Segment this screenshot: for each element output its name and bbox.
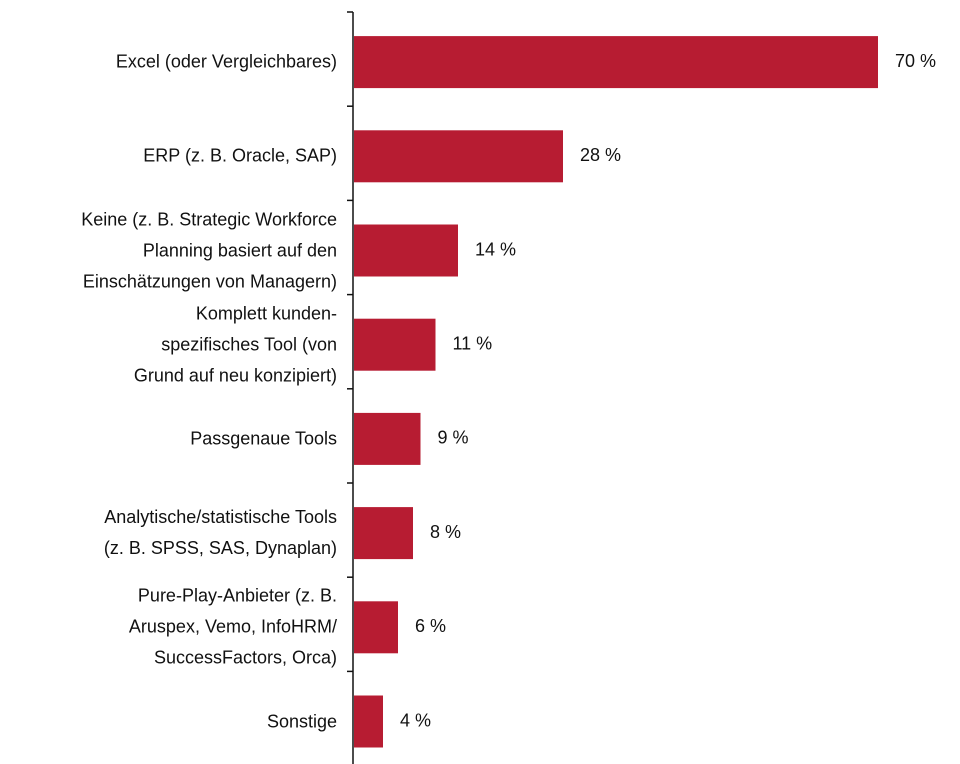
category-label: Keine (z. B. Strategic Workforce Plannin… — [81, 209, 337, 291]
category-label: Pure-Play-Anbieter (z. B. Aruspex, Vemo,… — [128, 585, 337, 668]
category-label: Sonstige — [266, 711, 337, 731]
bar — [354, 412, 421, 465]
value-label: 70 % — [895, 51, 936, 71]
bar — [354, 130, 563, 183]
bar — [354, 224, 458, 277]
value-label: 28 % — [580, 145, 621, 165]
bar — [354, 507, 413, 560]
bar — [354, 36, 878, 89]
category-label: Passgenaue Tools — [190, 428, 337, 449]
category-label: Analytische/statistische Tools (z. B. SP… — [103, 507, 337, 559]
value-label: 6 % — [415, 616, 446, 636]
value-label: 4 % — [400, 710, 431, 730]
bar — [354, 318, 436, 371]
category-label: Komplett kunden- spezifisches Tool (von … — [133, 303, 337, 386]
value-label: 11 % — [453, 333, 493, 353]
category-label: Excel (oder Vergleichbares) — [115, 51, 337, 72]
value-label: 9 % — [438, 428, 469, 448]
value-label: 14 % — [475, 239, 516, 259]
bar — [354, 601, 398, 654]
category-label: ERP (z. B. Oracle, SAP) — [143, 145, 337, 166]
value-label: 8 % — [430, 522, 461, 542]
bar — [354, 695, 383, 748]
